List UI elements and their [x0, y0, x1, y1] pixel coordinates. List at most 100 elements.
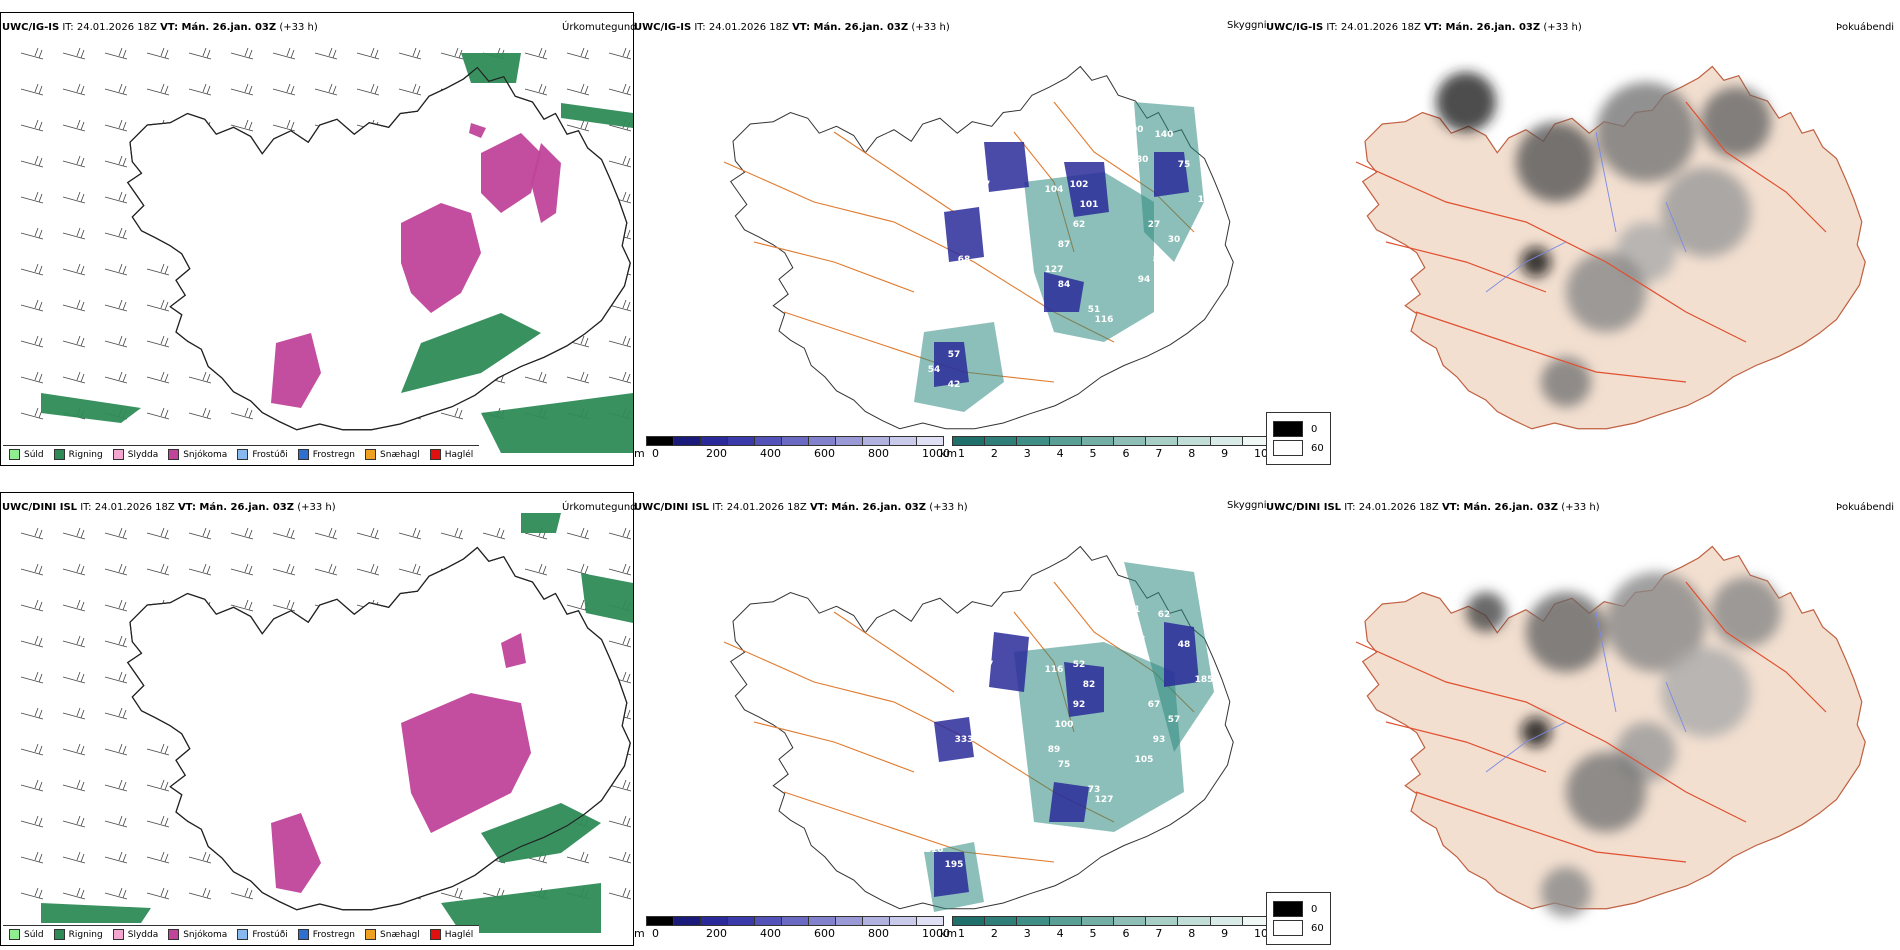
- title-fog-bottom: Þokuábendi: [1836, 502, 1895, 513]
- colorbar-segment: [1210, 436, 1243, 446]
- model-name: UWC/IG-IS: [2, 22, 60, 33]
- colorbar-segment: [647, 916, 674, 926]
- lead-time: (+33 h): [929, 502, 968, 513]
- cloud-value-label: 116: [925, 845, 944, 855]
- cloud-value-label: 82: [1083, 680, 1096, 690]
- cloud-value-label: 75: [1178, 160, 1191, 170]
- wind-barb: [20, 599, 44, 612]
- cloud-base-area: [1044, 272, 1084, 312]
- fog-patch: [1711, 577, 1781, 647]
- colorbar-tick: 10: [1254, 447, 1268, 460]
- header-precip-top: UWC/IG-IS IT: 24.01.2026 18Z VT: Mán. 26…: [2, 22, 318, 33]
- coastline-overlay: [126, 546, 631, 911]
- rain-area: [41, 393, 141, 423]
- fog-patch: [1596, 82, 1696, 182]
- wind-barb: [230, 407, 254, 420]
- cloud-value-label: 105: [1135, 755, 1154, 765]
- legend-item: Súld: [9, 449, 44, 460]
- wind-barb: [188, 887, 212, 900]
- wind-barb: [188, 371, 212, 384]
- wind-barb: [188, 407, 212, 420]
- lead-time: (+33 h): [1543, 22, 1582, 33]
- wind-barb: [62, 743, 86, 756]
- wind-barb: [314, 527, 338, 540]
- wind-barb: [398, 47, 422, 60]
- wind-barb: [62, 707, 86, 720]
- colorbar-segment: [1081, 916, 1114, 926]
- wind-barb: [62, 335, 86, 348]
- wind-barb: [608, 851, 632, 864]
- river: [1665, 681, 1687, 733]
- wind-barb: [230, 599, 254, 612]
- wind-barb: [62, 527, 86, 540]
- legend-item: Slydda: [112, 929, 158, 940]
- cloud-value-label: 75: [1058, 760, 1071, 770]
- wind-barb: [20, 815, 44, 828]
- title-cloud-bottom: Skyggni: [1227, 500, 1267, 511]
- legend-item: Haglél: [429, 929, 473, 940]
- wind-barb: [230, 119, 254, 132]
- colorbar-tick: 2: [990, 447, 998, 460]
- road: [1685, 581, 1827, 713]
- legend-label: Súld: [24, 449, 44, 460]
- title-precip-bottom: Úrkomutegund: [562, 502, 637, 513]
- cloud-base-area: [1154, 152, 1189, 197]
- legend-swatch: [112, 449, 124, 460]
- colorbar-unit: m: [634, 447, 645, 460]
- wind-barb: [272, 119, 296, 132]
- cloud-value-label: 87: [1058, 240, 1071, 250]
- wind-barb: [146, 851, 170, 864]
- wind-barb: [566, 47, 590, 60]
- wind-barb: [104, 263, 128, 276]
- wind-barb: [272, 83, 296, 96]
- wind-barb: [20, 407, 44, 420]
- cloud-value-label: 116: [1045, 665, 1064, 675]
- fog-legend-row: 60: [1273, 440, 1324, 456]
- road: [783, 311, 1055, 383]
- fog-legend-swatch: [1273, 920, 1303, 936]
- legend-label: Snjókoma: [183, 929, 228, 940]
- wind-barb: [20, 563, 44, 576]
- colorbar-tick: 8: [1188, 447, 1196, 460]
- wind-barb: [104, 335, 128, 348]
- wind-barb: [146, 335, 170, 348]
- legend-swatch: [53, 929, 65, 940]
- header-precip-bottom: UWC/DINI ISL IT: 24.01.2026 18Z VT: Mán.…: [2, 502, 336, 513]
- snow-area: [481, 133, 541, 213]
- road: [1385, 721, 1547, 773]
- legend-swatch: [297, 449, 309, 460]
- wind-barb: [146, 743, 170, 756]
- model-name: UWC/IG-IS: [634, 22, 692, 33]
- cloud-value-label: 42: [948, 380, 961, 390]
- wind-barb: [146, 527, 170, 540]
- colorbar-segment: [728, 436, 755, 446]
- colorbar-tick: 1000: [922, 447, 950, 460]
- valid-time: VT: Mán. 26.jan. 03Z: [1441, 502, 1558, 513]
- coastline-overlay: [126, 66, 631, 431]
- wind-barb: [524, 371, 548, 384]
- legend-swatch: [168, 449, 180, 460]
- legend-item: Frostregn: [297, 449, 355, 460]
- wind-barb: [20, 779, 44, 792]
- wind-barb: [188, 83, 212, 96]
- fog-map-bottom: [1355, 545, 1866, 917]
- fog-legend-swatch: [1273, 901, 1303, 917]
- wind-barb: [62, 47, 86, 60]
- wind-barb: [104, 227, 128, 240]
- wind-barb: [62, 155, 86, 168]
- cloud-value-label: 196: [965, 680, 984, 690]
- rain-area: [561, 103, 633, 128]
- wind-barb: [188, 47, 212, 60]
- cloud-value-label: 187: [975, 660, 994, 670]
- colorbar-segment: [701, 436, 728, 446]
- legend-swatch: [365, 929, 377, 940]
- cloud-value-label: 68: [958, 255, 971, 265]
- cloud-base-area: [934, 717, 974, 762]
- wind-barb: [20, 119, 44, 132]
- fog-legend-swatch: [1273, 421, 1303, 437]
- valid-time: VT: Mán. 26.jan. 03Z: [809, 502, 926, 513]
- wind-barb: [146, 779, 170, 792]
- colorbar-tick: 10: [1254, 927, 1268, 940]
- cloud-value-label: 67: [1148, 700, 1161, 710]
- legend-label: Haglél: [444, 449, 474, 460]
